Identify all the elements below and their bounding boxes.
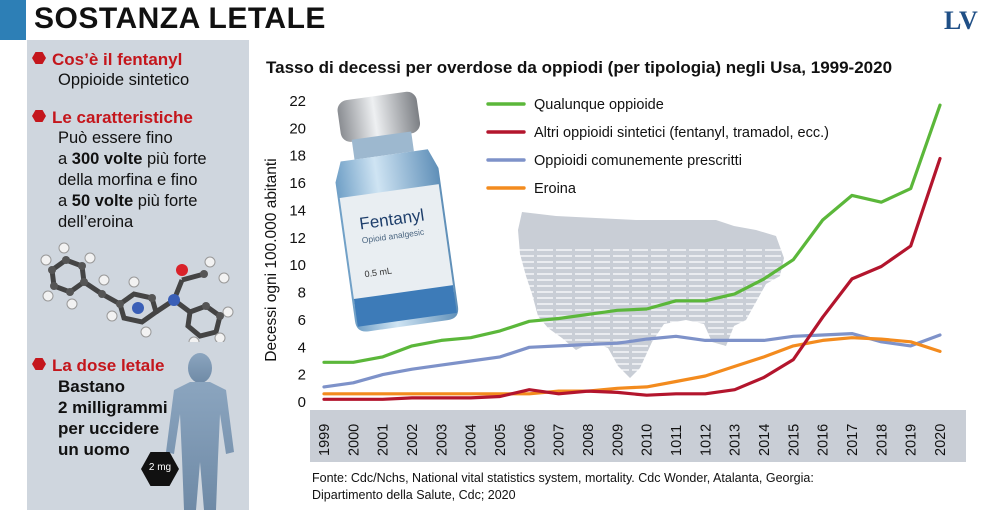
y-tick-label: 16 xyxy=(289,175,306,192)
fentanyl-vial-icon: Fentanyl Opioid analgesic 0.5 mL xyxy=(335,91,459,332)
legend-label: Eroina xyxy=(534,181,577,197)
fentanyl-molecule-icon xyxy=(40,242,234,342)
x-tick-label: 2017 xyxy=(845,424,861,456)
x-axis-band-rect xyxy=(310,410,966,462)
y-tick-label: 6 xyxy=(298,312,306,329)
hexagon-bullet-icon xyxy=(32,52,46,64)
y-tick-label: 14 xyxy=(289,202,306,219)
potency-heroin: 50 volte xyxy=(71,192,134,210)
header-accent xyxy=(0,0,26,40)
x-tick-label: 2007 xyxy=(552,424,568,456)
x-tick-label: 2001 xyxy=(376,424,392,456)
y-tick-label: 12 xyxy=(289,230,306,247)
x-tick-label: 2014 xyxy=(757,424,773,456)
features-line: a 50 volte più forte xyxy=(58,192,198,210)
series-line-3 xyxy=(322,336,942,396)
legend-label: Qualunque oppioide xyxy=(534,97,664,113)
chart-title: Tasso di decessi per overdose da oppiodi… xyxy=(266,58,893,77)
section-features: Le caratteristiche Può essere fino a 300… xyxy=(32,108,207,233)
section-dose-body: Bastano 2 milligrammi per uccidere un uo… xyxy=(32,376,168,460)
hexagon-bullet-icon xyxy=(32,358,46,370)
y-axis-label: Decessi ogni 100.000 abitanti xyxy=(263,158,280,361)
dose-line: 2 milligrammi xyxy=(58,398,168,417)
y-tick-label: 0 xyxy=(298,394,306,411)
y-tick-label: 2 xyxy=(298,367,306,384)
features-line: Può essere fino xyxy=(58,129,173,147)
features-line: della morfina e fino xyxy=(58,171,198,189)
source-line: Fonte: Cdc/Nchs, National vital statisti… xyxy=(312,471,814,485)
section-what: Cos’è il fentanyl Oppioide sintetico xyxy=(32,50,189,91)
dose-badge-label: 2 mg xyxy=(148,462,172,473)
x-tick-label: 2004 xyxy=(464,424,480,456)
section-dose-title: La dose letale xyxy=(52,356,165,375)
y-tick-label: 22 xyxy=(289,93,306,110)
section-features-body: Può essere fino a 300 volte più forte de… xyxy=(32,128,207,233)
x-tick-label: 2009 xyxy=(610,424,626,456)
x-tick-label: 1011 xyxy=(669,425,685,456)
features-line: a 300 volte più forte xyxy=(58,150,207,168)
header-bar: SOSTANZA LETALE LV xyxy=(0,0,982,44)
x-axis-band xyxy=(310,410,966,462)
legend-label: Oppioidi comunemente prescritti xyxy=(534,153,742,169)
x-tick-label: 2016 xyxy=(816,424,832,456)
overdose-line-chart: Fentanyl Opioid analgesic 0.5 mL 2220181… xyxy=(263,91,966,462)
x-tick-label: 2005 xyxy=(493,424,509,456)
x-tick-label: 1012 xyxy=(698,424,714,456)
y-tick-label: 10 xyxy=(289,257,306,274)
dose-line: un uomo xyxy=(58,440,130,459)
series-line-2 xyxy=(322,332,942,389)
section-what-body: Oppioide sintetico xyxy=(58,71,190,89)
series-line-1 xyxy=(322,156,942,401)
dose-line: per uccidere xyxy=(58,419,160,438)
y-tick-label: 8 xyxy=(298,285,306,302)
x-tick-label: 2003 xyxy=(434,424,450,456)
x-tick-label: 2000 xyxy=(346,424,362,456)
human-silhouette-icon xyxy=(166,353,234,510)
series-lines xyxy=(322,103,942,401)
x-tick-label: 2006 xyxy=(522,424,538,456)
chart-legend: Qualunque oppioide Altri oppioidi sinteti… xyxy=(486,97,829,197)
x-tick-label: 2010 xyxy=(640,424,656,456)
vial-volume-label: 0.5 mL xyxy=(364,266,393,280)
legend-label: Altri oppioidi sintetici (fentanyl, tram… xyxy=(534,125,829,141)
x-tick-label: 2008 xyxy=(581,424,597,456)
x-tick-label: 2019 xyxy=(904,424,920,456)
x-tick-label: 2020 xyxy=(933,424,949,456)
x-tick-label: 2015 xyxy=(786,424,802,456)
source-line: Dipartimento della Salute, Cdc; 2020 xyxy=(312,488,516,502)
x-tick-label: 2018 xyxy=(874,424,890,456)
features-line: dell’eroina xyxy=(58,213,134,231)
dose-line: Bastano xyxy=(58,377,126,396)
x-tick-label: 1999 xyxy=(317,424,333,456)
section-features-title: Le caratteristiche xyxy=(52,108,193,127)
source-note: Fonte: Cdc/Nchs, National vital statisti… xyxy=(312,470,814,504)
hexagon-bullet-icon xyxy=(32,110,46,122)
y-tick-label: 18 xyxy=(289,148,306,165)
publisher-logo: LV xyxy=(944,6,978,35)
series-line-0 xyxy=(322,103,942,364)
potency-morphine: 300 volte xyxy=(71,150,143,168)
x-tick-label: 2013 xyxy=(728,424,744,456)
x-axis: 1999 2000 2001 2002 2003 2004 2005 2006 2007 2008… xyxy=(317,424,949,456)
section-dose: La dose letale Bastano 2 milligrammi per… xyxy=(32,356,168,460)
section-what-title: Cos’è il fentanyl xyxy=(52,50,183,69)
page-title: SOSTANZA LETALE xyxy=(34,2,326,35)
usa-map-icon xyxy=(518,212,786,378)
y-tick-label: 4 xyxy=(298,339,306,356)
x-tick-label: 2002 xyxy=(405,424,421,456)
y-tick-label: 20 xyxy=(289,120,306,137)
